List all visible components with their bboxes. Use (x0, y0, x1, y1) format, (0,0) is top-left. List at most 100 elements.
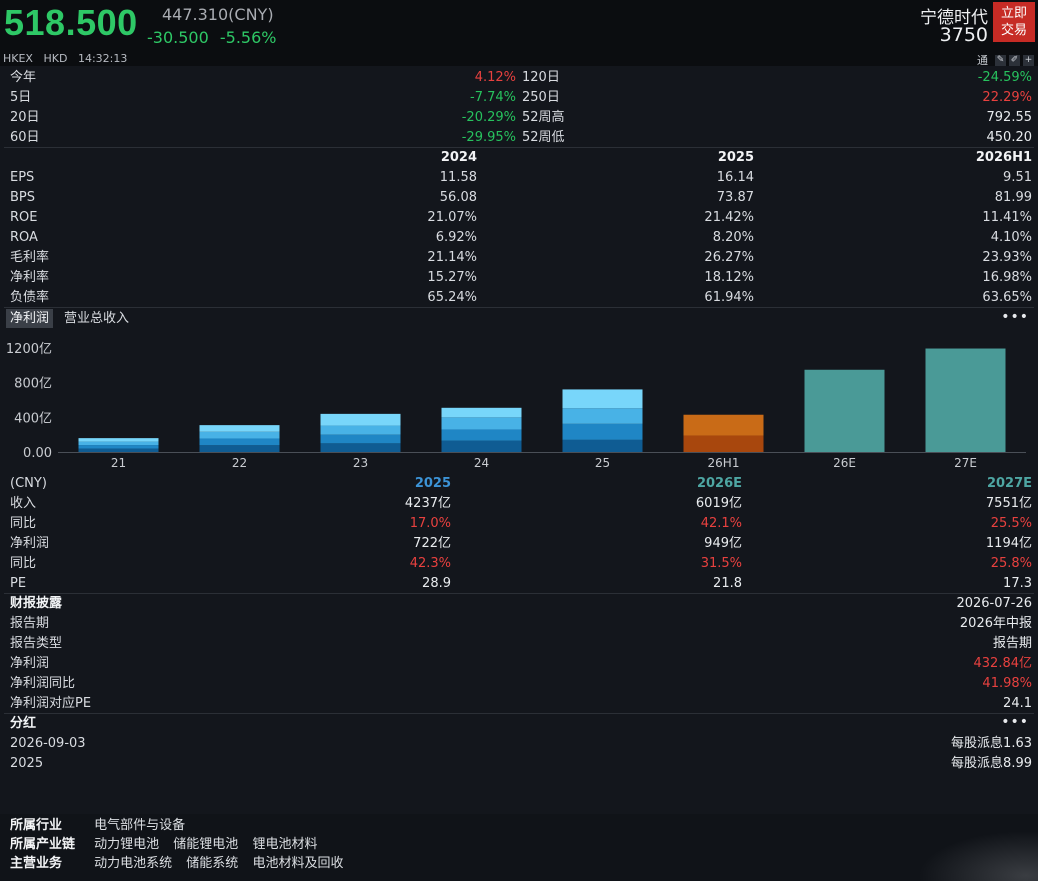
change-value: -30.500 (147, 28, 209, 47)
forecast-cell: 6019亿 (695, 496, 742, 511)
forecast-cell: 17.0% (409, 516, 451, 531)
fin-row: BPS 56.08 73.87 81.99 (0, 188, 1038, 208)
trade-now-button[interactable]: 立即 交易 (993, 2, 1035, 42)
forecast-cell: 949亿 (704, 536, 742, 551)
chain-tag[interactable]: 锂电池材料 (252, 837, 318, 852)
x-tick-label: 26E (833, 456, 856, 470)
dividend-row: 2025 每股派息8.99 (0, 754, 1038, 774)
business-tag[interactable]: 动力电池系统 (94, 856, 173, 871)
x-tick-label: 23 (353, 456, 368, 470)
forecast-label: 同比 (10, 516, 37, 531)
forecast-cell: 25.8% (990, 556, 1032, 571)
perf-label: 今年 (10, 70, 37, 85)
x-tick-label: 27E (954, 456, 977, 470)
fin-cell: 65.24% (427, 290, 477, 305)
business-tag[interactable]: 储能系统 (186, 856, 239, 871)
fin-row: EPS 11.58 16.14 9.51 (0, 168, 1038, 188)
dividend-more-icon[interactable]: ••• (1001, 714, 1029, 730)
industry-key: 所属行业 (10, 818, 63, 833)
tab-net-profit[interactable]: 净利润 (6, 309, 54, 328)
disclosure-row: 报告类型 报告期 (0, 634, 1038, 654)
fin-label: 负债率 (10, 290, 50, 305)
bar-segment (78, 438, 159, 442)
bar-segment (320, 434, 401, 444)
bar-segment (562, 389, 643, 409)
trade-button-line2: 交易 (1000, 23, 1027, 38)
forecast-row: 同比 42.3% 31.5% 25.8% (0, 554, 1038, 574)
forecast-label: 同比 (10, 556, 37, 571)
perf-label: 5日 (10, 90, 32, 105)
perf-value: 792.55 (986, 110, 1033, 125)
tab-revenue[interactable]: 营业总收入 (64, 311, 130, 326)
stock-code: 3750 (939, 24, 988, 46)
change-percent: -5.56% (219, 28, 277, 47)
fin-cell: 16.14 (716, 170, 754, 185)
industry-tag[interactable]: 电气部件与设备 (94, 818, 186, 833)
forecast-unit: (CNY) (10, 476, 47, 491)
perf-value: 4.12% (474, 70, 516, 85)
perf-label: 250日 (522, 90, 560, 105)
fin-cell: 9.51 (1003, 170, 1032, 185)
bar-27E (925, 348, 1006, 452)
business-tag[interactable]: 电池材料及回收 (252, 856, 344, 871)
price-change: -30.500 -5.56% (147, 28, 282, 47)
fin-cell: 8.20% (712, 230, 754, 245)
divider (4, 713, 1034, 714)
business-row: 主营业务 动力电池系统 储能系统 电池材料及回收 (10, 854, 353, 873)
disclosure-value: 报告期 (992, 636, 1032, 651)
bar-segment (441, 440, 522, 452)
fin-row: 负债率 65.24% 61.94% 63.65% (0, 288, 1038, 308)
forecast-row: 收入 4237亿 6019亿 7551亿 (0, 494, 1038, 514)
connect-label[interactable]: 通 (977, 54, 988, 67)
perf-row: 20日 -20.29% 52周高 792.55 (0, 108, 1038, 128)
forecast-label: 收入 (10, 496, 37, 511)
trade-button-line1: 立即 (1000, 6, 1027, 21)
quote-time: 14:32:13 (77, 52, 128, 65)
fin-cell: 26.27% (704, 250, 754, 265)
bar-segment (78, 445, 159, 449)
fin-cell: 11.41% (982, 210, 1032, 225)
x-tick-label: 24 (474, 456, 489, 470)
fin-cell: 56.08 (439, 190, 477, 205)
fin-col-header: 2025 (717, 150, 754, 165)
fin-col-header: 2024 (440, 150, 477, 165)
perf-label: 52周低 (522, 130, 565, 145)
currency-label: HKD (43, 52, 68, 65)
fin-cell: 11.58 (439, 170, 477, 185)
chain-tag[interactable]: 储能锂电池 (173, 837, 239, 852)
perf-value: -20.29% (461, 110, 516, 125)
forecast-cell: 1194亿 (985, 536, 1032, 551)
chain-tag[interactable]: 动力锂电池 (94, 837, 160, 852)
perf-row: 60日 -29.95% 52周低 450.20 (0, 128, 1038, 148)
bar-segment (320, 425, 401, 435)
plus-icon[interactable]: + (1023, 54, 1034, 66)
disclosure-value: 24.1 (1003, 696, 1032, 711)
industry-row: 所属行业 电气部件与设备 (10, 816, 195, 835)
bar-segment (199, 431, 280, 439)
disclosure-label: 报告类型 (10, 636, 63, 651)
bar-segment (441, 429, 522, 441)
edit-icon[interactable]: ✐ (1009, 54, 1020, 66)
stock-name: 宁德时代 (920, 8, 988, 28)
dividend-value: 每股派息8.99 (951, 756, 1032, 771)
forecast-cell: 17.3 (1003, 576, 1032, 591)
more-options-icon[interactable]: ••• (1001, 309, 1029, 325)
disclosure-label: 净利润对应PE (10, 696, 92, 711)
bar-segment (78, 441, 159, 446)
bar-segment (320, 413, 401, 426)
quote-header: 518.500 447.310(CNY) -30.500 -5.56% HKEX… (0, 0, 1038, 67)
bar-23 (320, 413, 401, 452)
disclosure-header: 财报披露 2026-07-26 (0, 594, 1038, 614)
disclosure-title: 财报披露 (10, 596, 63, 611)
bar-segment (320, 443, 401, 452)
bar-segment (199, 445, 280, 452)
bar-segment (199, 438, 280, 446)
forecast-cell: 21.8 (713, 576, 742, 591)
fin-header-row: 2024 2025 2026H1 (0, 148, 1038, 168)
bar-segment (562, 423, 643, 440)
cny-price: 447.310(CNY) (162, 5, 274, 24)
y-tick-label: 1200亿 (6, 342, 52, 357)
pencil-icon[interactable]: ✎ (995, 54, 1006, 66)
disclosure-label: 报告期 (10, 616, 50, 631)
fin-row: 毛利率 21.14% 26.27% 23.93% (0, 248, 1038, 268)
